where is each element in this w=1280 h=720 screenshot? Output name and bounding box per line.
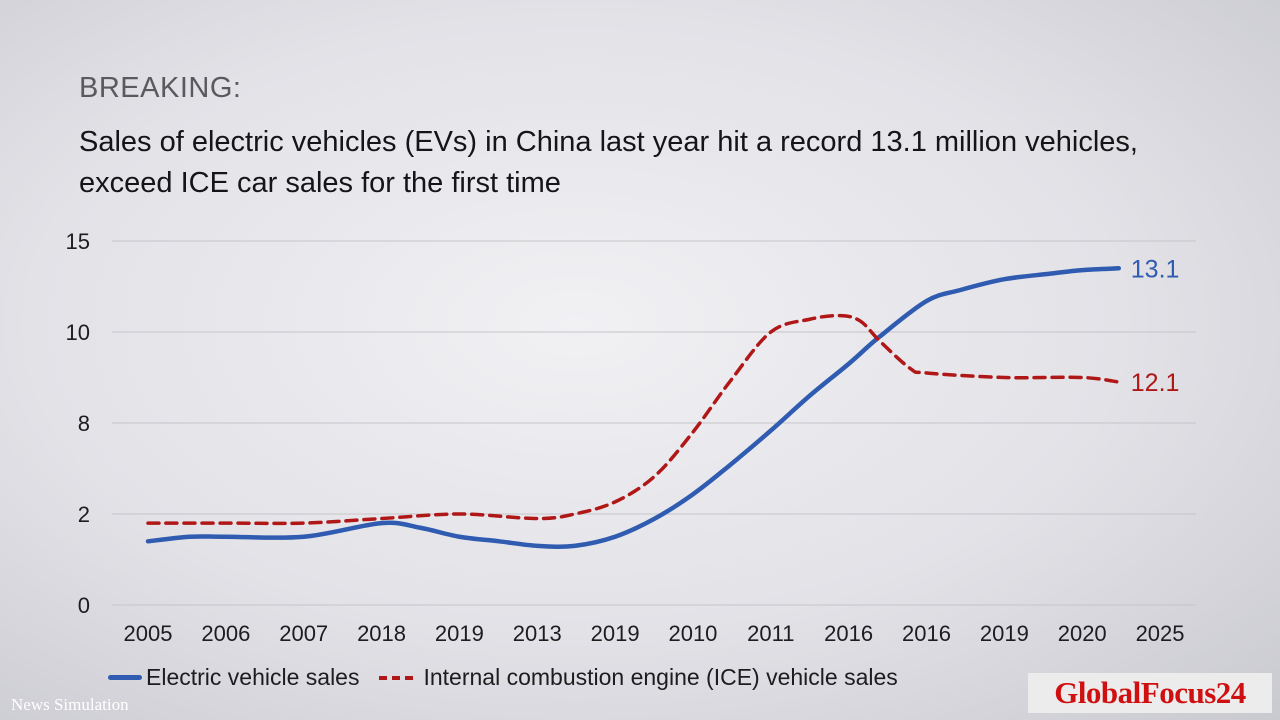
legend: Electric vehicle sales Internal combusti… [108,664,898,691]
y-tick-label: 2 [78,502,90,527]
brand-logo: GlobalFocus24 [1028,673,1272,713]
y-tick-label: 10 [66,320,90,345]
y-tick-label: 8 [78,411,90,436]
ice-sales-line [146,313,1121,526]
kicker: BREAKING: [79,72,242,104]
ev-end-label: 13.1 [1131,255,1180,283]
x-tick-label: 2019 [591,621,640,646]
x-tick-label: 2007 [279,621,328,646]
x-tick-label: 2020 [1058,621,1107,646]
x-tick-label: 2016 [902,621,951,646]
x-tick-label: 2006 [201,621,250,646]
credit-text: News Simulation [11,695,129,714]
legend-label-ice: Internal combustion engine (ICE) vehicle… [423,664,898,690]
y-tick-label: 15 [66,229,90,254]
x-tick-label: 2018 [357,621,406,646]
ev-sales-line [145,266,1122,549]
x-tick-label: 2019 [435,621,484,646]
x-tick-label: 2013 [513,621,562,646]
x-tick-label: 2011 [747,621,794,646]
legend-label-ev: Electric vehicle sales [146,664,360,690]
x-tick-label: 2005 [124,621,173,646]
x-tick-label: 2025 [1136,621,1185,646]
y-tick-label: 0 [78,593,90,618]
legend-swatch-ice [379,675,414,680]
x-tick-label: 2010 [668,621,717,646]
headline: Sales of electric vehicles (EVs) in Chin… [79,126,1138,199]
ice-end-label: 12.1 [1131,369,1180,397]
legend-swatch-ev [108,675,142,680]
x-tick-label: 2019 [980,621,1029,646]
x-tick-label: 2016 [824,621,873,646]
